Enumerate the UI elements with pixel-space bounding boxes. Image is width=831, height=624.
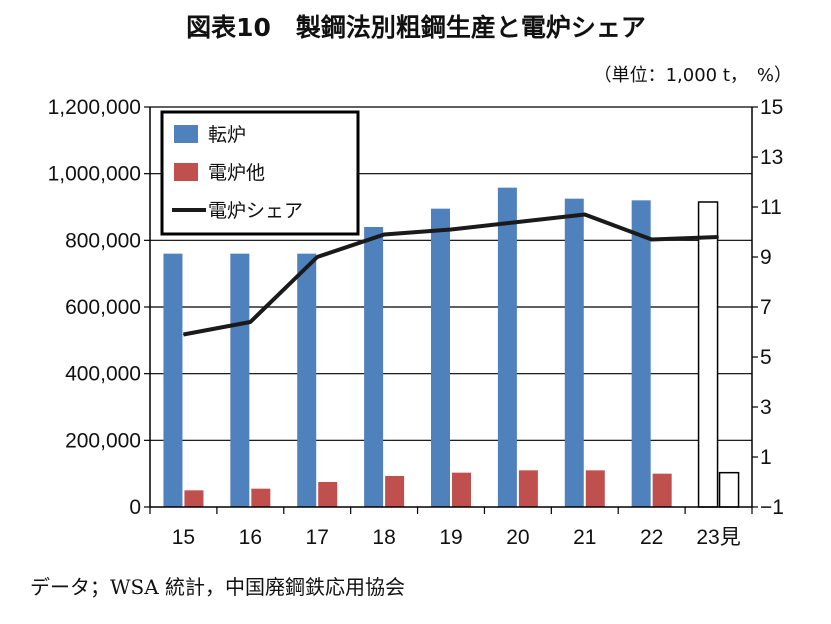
bar-electric-20 (518, 470, 538, 507)
left-tick-label: 1,000,000 (48, 163, 141, 186)
share-point (383, 234, 385, 235)
bar-electric-17 (318, 482, 338, 507)
right-tick-label: 9 (760, 246, 772, 269)
bar-electric-19 (452, 472, 471, 507)
left-tick-label: 1,200,000 (48, 96, 141, 119)
x-tick-label: 18 (372, 526, 395, 549)
bar-electric-23見 (718, 471, 740, 508)
x-tick-label: 21 (573, 526, 596, 549)
bar-converter-15 (163, 253, 183, 507)
right-tick-label: 3 (760, 396, 772, 419)
share-line (182, 212, 720, 337)
bar-converter-19 (431, 208, 450, 507)
x-tick-label: 23見 (696, 526, 740, 549)
bar-electric-15 (184, 490, 204, 507)
share-point (718, 236, 720, 238)
bar-converter-18 (364, 227, 384, 507)
bar-converter-22 (631, 200, 651, 508)
axes: 0 200,000 400,000 600,000 800,000 1,000,000 1,… (48, 96, 784, 549)
x-tick-label: 19 (439, 526, 462, 549)
left-tick-label: 0 (129, 496, 141, 519)
legend-label: 電炉他 (208, 162, 265, 184)
bar-converter-23見 (697, 201, 719, 508)
bar-converter-16 (230, 253, 250, 507)
chart-title: 図表10 製鋼法別粗鋼生産と電炉シェア (186, 13, 646, 42)
left-tick-label: 200,000 (65, 429, 141, 452)
right-tick-label: 11 (760, 196, 782, 219)
bar-converter-17 (297, 253, 317, 507)
share-point (450, 229, 452, 230)
legend-swatch (174, 163, 198, 181)
bar-converter-21 (564, 198, 584, 507)
right-tick-label: 15 (760, 96, 783, 119)
share-point (517, 221, 519, 223)
x-tick-label: 20 (506, 526, 529, 549)
bars (163, 187, 740, 508)
right-tick-label: 1 (760, 446, 772, 469)
left-tick-label: 800,000 (65, 229, 141, 252)
share-point (316, 256, 318, 258)
x-tick-label: 16 (239, 526, 262, 549)
bar-electric-21 (585, 470, 605, 507)
share-point (584, 214, 586, 215)
right-tick-label: 7 (760, 296, 772, 319)
source-note: データ；WSA 統計，中国廃鋼鉄応用協会 (30, 575, 405, 599)
legend-label: 電炉シェア (208, 200, 303, 222)
left-tick-label: 600,000 (65, 296, 141, 319)
bar-electric-22 (652, 473, 672, 507)
share-point (182, 334, 184, 335)
x-tick-label: 22 (640, 526, 663, 549)
share-point (249, 321, 251, 323)
right-tick-label: −1 (760, 496, 784, 519)
right-tick-label: 13 (760, 146, 783, 169)
legend-label: 転炉 (208, 124, 246, 146)
bar-converter-20 (497, 187, 517, 507)
share-point (651, 239, 653, 240)
x-tick-label: 17 (306, 526, 329, 549)
right-tick-label: 5 (760, 346, 772, 369)
legend-swatch (174, 125, 198, 143)
x-tick-label: 15 (172, 526, 195, 549)
left-tick-label: 400,000 (65, 363, 141, 386)
bar-electric-16 (251, 488, 271, 507)
bar-electric-18 (385, 476, 405, 507)
unit-note: （単位：1,000 t， %） (594, 65, 792, 86)
